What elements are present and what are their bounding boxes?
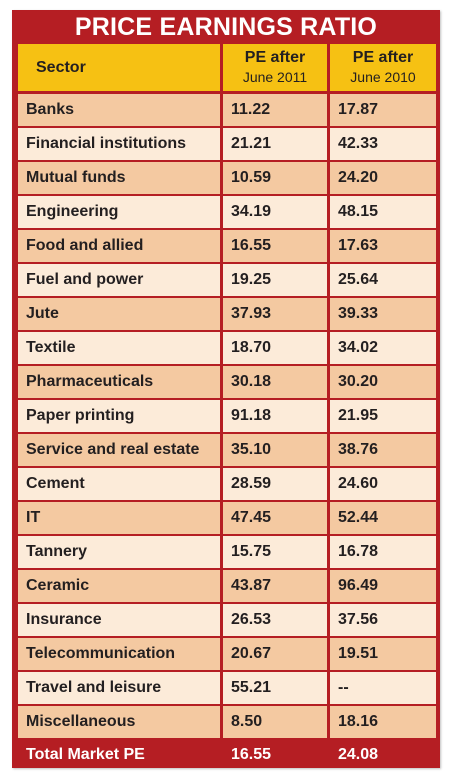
table-cell-sector: Miscellaneous <box>18 706 220 738</box>
table-cell-pe-2010: 39.33 <box>330 298 436 330</box>
table-title: PRICE EARNINGS RATIO <box>12 10 440 42</box>
table-cell-sector: Textile <box>18 332 220 364</box>
header-pe-2010-line2: June 2010 <box>350 69 416 85</box>
table-cell-pe-2010: 37.56 <box>330 604 436 636</box>
table-cell-pe-2010: 34.02 <box>330 332 436 364</box>
table-cell-pe-2010: -- <box>330 672 436 704</box>
table-cell-sector: Paper printing <box>18 400 220 432</box>
header-pe-2010: PE after June 2010 <box>330 44 436 91</box>
table-cell-pe-2010: 24.20 <box>330 162 436 194</box>
table-cell-sector: Insurance <box>18 604 220 636</box>
table-cell-pe-2011: 18.70 <box>223 332 327 364</box>
table-cell-pe-2011: 34.19 <box>223 196 327 228</box>
table-cell-pe-2011: 21.21 <box>223 128 327 160</box>
table-cell-sector: Travel and leisure <box>18 672 220 704</box>
table-cell-pe-2011: 30.18 <box>223 366 327 398</box>
total-sector: Total Market PE <box>26 746 145 763</box>
table-cell-sector: Food and allied <box>18 230 220 262</box>
table-cell-pe-2011: 20.67 <box>223 638 327 670</box>
table-cell-pe-2011: 47.45 <box>223 502 327 534</box>
table-cell-pe-2011: 55.21 <box>223 672 327 704</box>
table-cell-pe-2010: 24.60 <box>330 468 436 500</box>
table-cell-sector: Financial institutions <box>18 128 220 160</box>
table-cell-pe-2010: 16.78 <box>330 536 436 568</box>
header-pe-2010-line1: PE after <box>352 49 414 66</box>
table-cell-pe-2010: 42.33 <box>330 128 436 160</box>
table-cell-sector: Ceramic <box>18 570 220 602</box>
table-cell-sector: Engineering <box>18 196 220 228</box>
table-cell-sector: Service and real estate <box>18 434 220 466</box>
pe-ratio-table: Sector PE after June 2011 PE after June 2010… <box>12 42 440 768</box>
table-cell-pe-2010: 52.44 <box>330 502 436 534</box>
table-cell-pe-2011: 11.22 <box>223 94 327 126</box>
table-cell-sector: Cement <box>18 468 220 500</box>
total-pe-2011: 16.55 <box>231 746 272 763</box>
table-cell-pe-2011: 16.55 <box>223 230 327 262</box>
table-cell-pe-2011: 8.50 <box>223 706 327 738</box>
table-cell-pe-2010: 21.95 <box>330 400 436 432</box>
table-cell-pe-2011: 10.59 <box>223 162 327 194</box>
header-pe-2011-line1: PE after <box>244 49 306 66</box>
table-cell-pe-2010: 17.63 <box>330 230 436 262</box>
table-cell-pe-2011: 26.53 <box>223 604 327 636</box>
table-cell-pe-2010: 38.76 <box>330 434 436 466</box>
table-cell-pe-2011: 43.87 <box>223 570 327 602</box>
header-sector: Sector <box>18 44 220 91</box>
table-cell-sector: Pharmaceuticals <box>18 366 220 398</box>
table-cell-pe-2011: 91.18 <box>223 400 327 432</box>
header-pe-2011-line2: June 2011 <box>242 69 308 85</box>
table-cell-pe-2010: 48.15 <box>330 196 436 228</box>
table-cell-pe-2010: 25.64 <box>330 264 436 296</box>
table-cell-pe-2010: 96.49 <box>330 570 436 602</box>
table-cell-pe-2011: 15.75 <box>223 536 327 568</box>
table-cell-pe-2010: 30.20 <box>330 366 436 398</box>
table-cell-pe-2011: 37.93 <box>223 298 327 330</box>
table-cell-sector: Fuel and power <box>18 264 220 296</box>
header-pe-2011: PE after June 2011 <box>223 44 327 91</box>
table-cell-pe-2010: 18.16 <box>330 706 436 738</box>
table-cell-sector: Telecommunication <box>18 638 220 670</box>
table-cell-pe-2010: 17.87 <box>330 94 436 126</box>
header-sector-label: Sector <box>36 59 86 76</box>
table-cell-pe-2011: 35.10 <box>223 434 327 466</box>
table-cell-sector: IT <box>18 502 220 534</box>
table-cell-pe-2011: 19.25 <box>223 264 327 296</box>
table-cell-pe-2010: 19.51 <box>330 638 436 670</box>
table-cell-sector: Banks <box>18 94 220 126</box>
table-cell-sector: Mutual funds <box>18 162 220 194</box>
total-pe-2010: 24.08 <box>338 746 379 763</box>
table-cell-sector: Jute <box>18 298 220 330</box>
table-cell-pe-2011: 28.59 <box>223 468 327 500</box>
table-cell-sector: Tannery <box>18 536 220 568</box>
